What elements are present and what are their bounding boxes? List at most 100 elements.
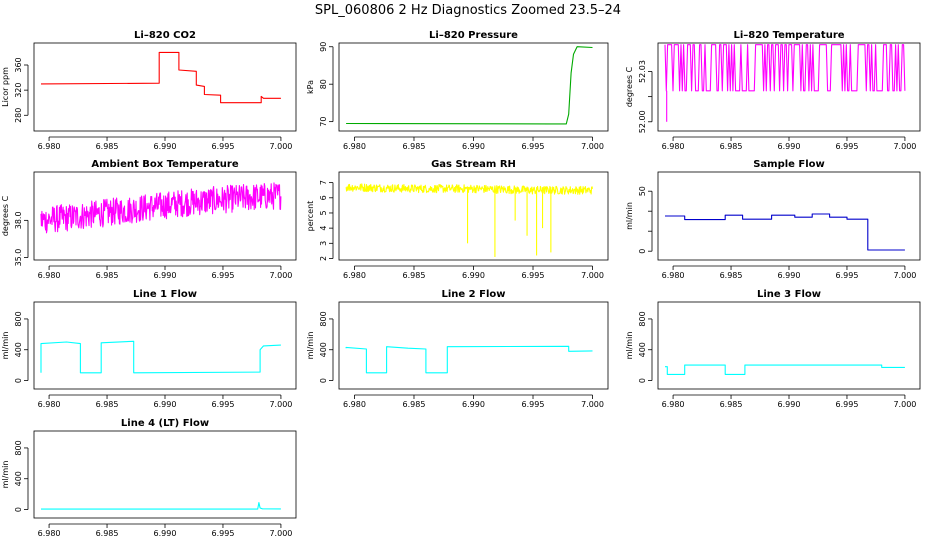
y-tick-label: 0 <box>14 507 23 512</box>
chart-panel-3: Li–820 Temperature 6.980 6.985 6.990 6.995 7.… <box>625 30 921 151</box>
x-tick-label: 6.995 <box>836 142 859 151</box>
x-tick-label: 6.980 <box>343 271 366 280</box>
y-tick-label: 800 <box>638 311 647 326</box>
y-tick-label: 800 <box>319 311 328 326</box>
y-tick-label: 0 <box>638 378 647 383</box>
x-tick-label: 6.980 <box>38 529 61 538</box>
y-tick-label: 360 <box>14 57 23 72</box>
y-tick-label: 3 <box>319 241 328 246</box>
y-tick-label: 800 <box>14 440 23 455</box>
data-series <box>665 213 905 251</box>
chart-title: Li–820 CO2 <box>134 30 196 41</box>
y-axis-label: ml/min <box>306 332 315 360</box>
data-series <box>40 182 282 234</box>
y-axis-label: Licor ppm <box>1 67 10 107</box>
x-tick-label: 6.995 <box>522 271 545 280</box>
plot-frame <box>657 171 921 261</box>
x-tick-label: 6.995 <box>522 142 545 151</box>
x-tick-label: 7.000 <box>893 271 916 280</box>
chart-panel-5: Gas Stream RH 6.980 6.985 6.990 6.995 7.000 2 3… <box>306 159 609 280</box>
y-axis-label: kPa <box>306 80 315 94</box>
x-tick-label: 6.980 <box>662 271 685 280</box>
x-tick-label: 6.985 <box>403 142 426 151</box>
data-series <box>40 340 281 374</box>
chart-title: Li–820 Temperature <box>733 30 844 41</box>
chart-title: Gas Stream RH <box>431 159 516 170</box>
x-tick-label: 7.000 <box>893 142 916 151</box>
plot-frame <box>33 301 297 390</box>
y-tick-label: 35.0 <box>14 249 23 267</box>
data-series <box>345 183 594 195</box>
y-tick-label: 70 <box>319 117 328 127</box>
y-axis-label: ml/min <box>1 461 10 489</box>
page-title: SPL_060806 2 Hz Diagnostics Zoomed 23.5–… <box>314 3 622 18</box>
y-tick-label: 400 <box>638 342 647 357</box>
x-tick-label: 6.980 <box>38 271 61 280</box>
x-tick-label: 6.985 <box>720 271 743 280</box>
x-tick-label: 6.985 <box>96 400 119 409</box>
data-series <box>41 502 281 510</box>
data-series <box>345 345 593 374</box>
y-tick-label: 52.00 <box>638 110 647 133</box>
x-tick-label: 7.000 <box>269 271 292 280</box>
y-tick-label: 400 <box>14 342 23 357</box>
x-tick-label: 7.000 <box>269 400 292 409</box>
x-tick-label: 6.985 <box>96 271 119 280</box>
x-tick-label: 6.995 <box>212 271 235 280</box>
chart-title: Sample Flow <box>753 159 825 170</box>
y-tick-label: 52.03 <box>638 60 647 83</box>
x-tick-label: 6.985 <box>96 142 119 151</box>
y-axis-label: percent <box>306 201 315 232</box>
x-tick-label: 6.985 <box>96 529 119 538</box>
x-tick-label: 6.990 <box>778 271 801 280</box>
x-tick-label: 6.990 <box>462 271 485 280</box>
x-tick-label: 6.995 <box>212 400 235 409</box>
x-tick-label: 6.995 <box>212 142 235 151</box>
y-tick-label: 280 <box>14 108 23 123</box>
chart-title: Li–820 Pressure <box>429 30 518 41</box>
data-series <box>664 44 906 92</box>
chart-panel-4: Ambient Box Temperature 6.980 6.985 6.990 6.… <box>1 159 297 280</box>
x-tick-label: 6.980 <box>662 142 685 151</box>
x-tick-label: 6.980 <box>343 142 366 151</box>
y-tick-label: 4 <box>319 226 328 231</box>
x-tick-label: 6.980 <box>38 142 61 151</box>
plot-frame <box>338 301 609 390</box>
chart-panel-1: Li–820 CO2 6.980 6.985 6.990 6.995 7.000 280 32… <box>1 30 297 151</box>
y-tick-label: 5 <box>319 210 328 215</box>
y-axis-label: degrees C <box>1 195 10 236</box>
x-tick-label: 6.990 <box>778 400 801 409</box>
y-tick-label: 0 <box>14 378 23 383</box>
x-tick-label: 7.000 <box>893 400 916 409</box>
chart-panel-10: Line 4 (LT) Flow 6.980 6.985 6.990 6.995 7.00… <box>1 418 297 538</box>
chart-panel-6: Sample Flow 6.980 6.985 6.990 6.995 7.000 0 50 m… <box>625 159 921 280</box>
chart-panel-8: Line 2 Flow 6.980 6.985 6.990 6.995 7.000 0 400… <box>306 289 609 409</box>
x-tick-label: 6.990 <box>462 142 485 151</box>
chart-title: Ambient Box Temperature <box>91 159 238 170</box>
y-tick-label: 50 <box>638 186 647 196</box>
x-tick-label: 6.980 <box>343 400 366 409</box>
plot-frame <box>657 42 921 132</box>
plot-frame <box>33 42 297 132</box>
y-tick-label: 80 <box>319 79 328 89</box>
x-tick-label: 6.990 <box>154 529 177 538</box>
x-tick-label: 6.985 <box>720 400 743 409</box>
y-tick-label: 6 <box>319 195 328 200</box>
x-tick-label: 6.985 <box>403 271 426 280</box>
y-tick-label: 400 <box>319 342 328 357</box>
plot-frame <box>338 42 609 132</box>
chart-title: Line 1 Flow <box>133 289 197 300</box>
x-tick-label: 6.990 <box>462 400 485 409</box>
x-tick-label: 7.000 <box>581 400 604 409</box>
x-tick-label: 6.995 <box>522 400 545 409</box>
y-tick-label: 0 <box>638 249 647 254</box>
x-tick-label: 6.995 <box>836 400 859 409</box>
plot-frame <box>33 171 297 261</box>
x-tick-label: 7.000 <box>269 142 292 151</box>
y-tick-label: 38.0 <box>14 211 23 229</box>
x-tick-label: 6.995 <box>212 529 235 538</box>
y-tick-label: 7 <box>319 180 328 185</box>
y-tick-label: 0 <box>319 378 328 383</box>
y-tick-label: 400 <box>14 471 23 486</box>
